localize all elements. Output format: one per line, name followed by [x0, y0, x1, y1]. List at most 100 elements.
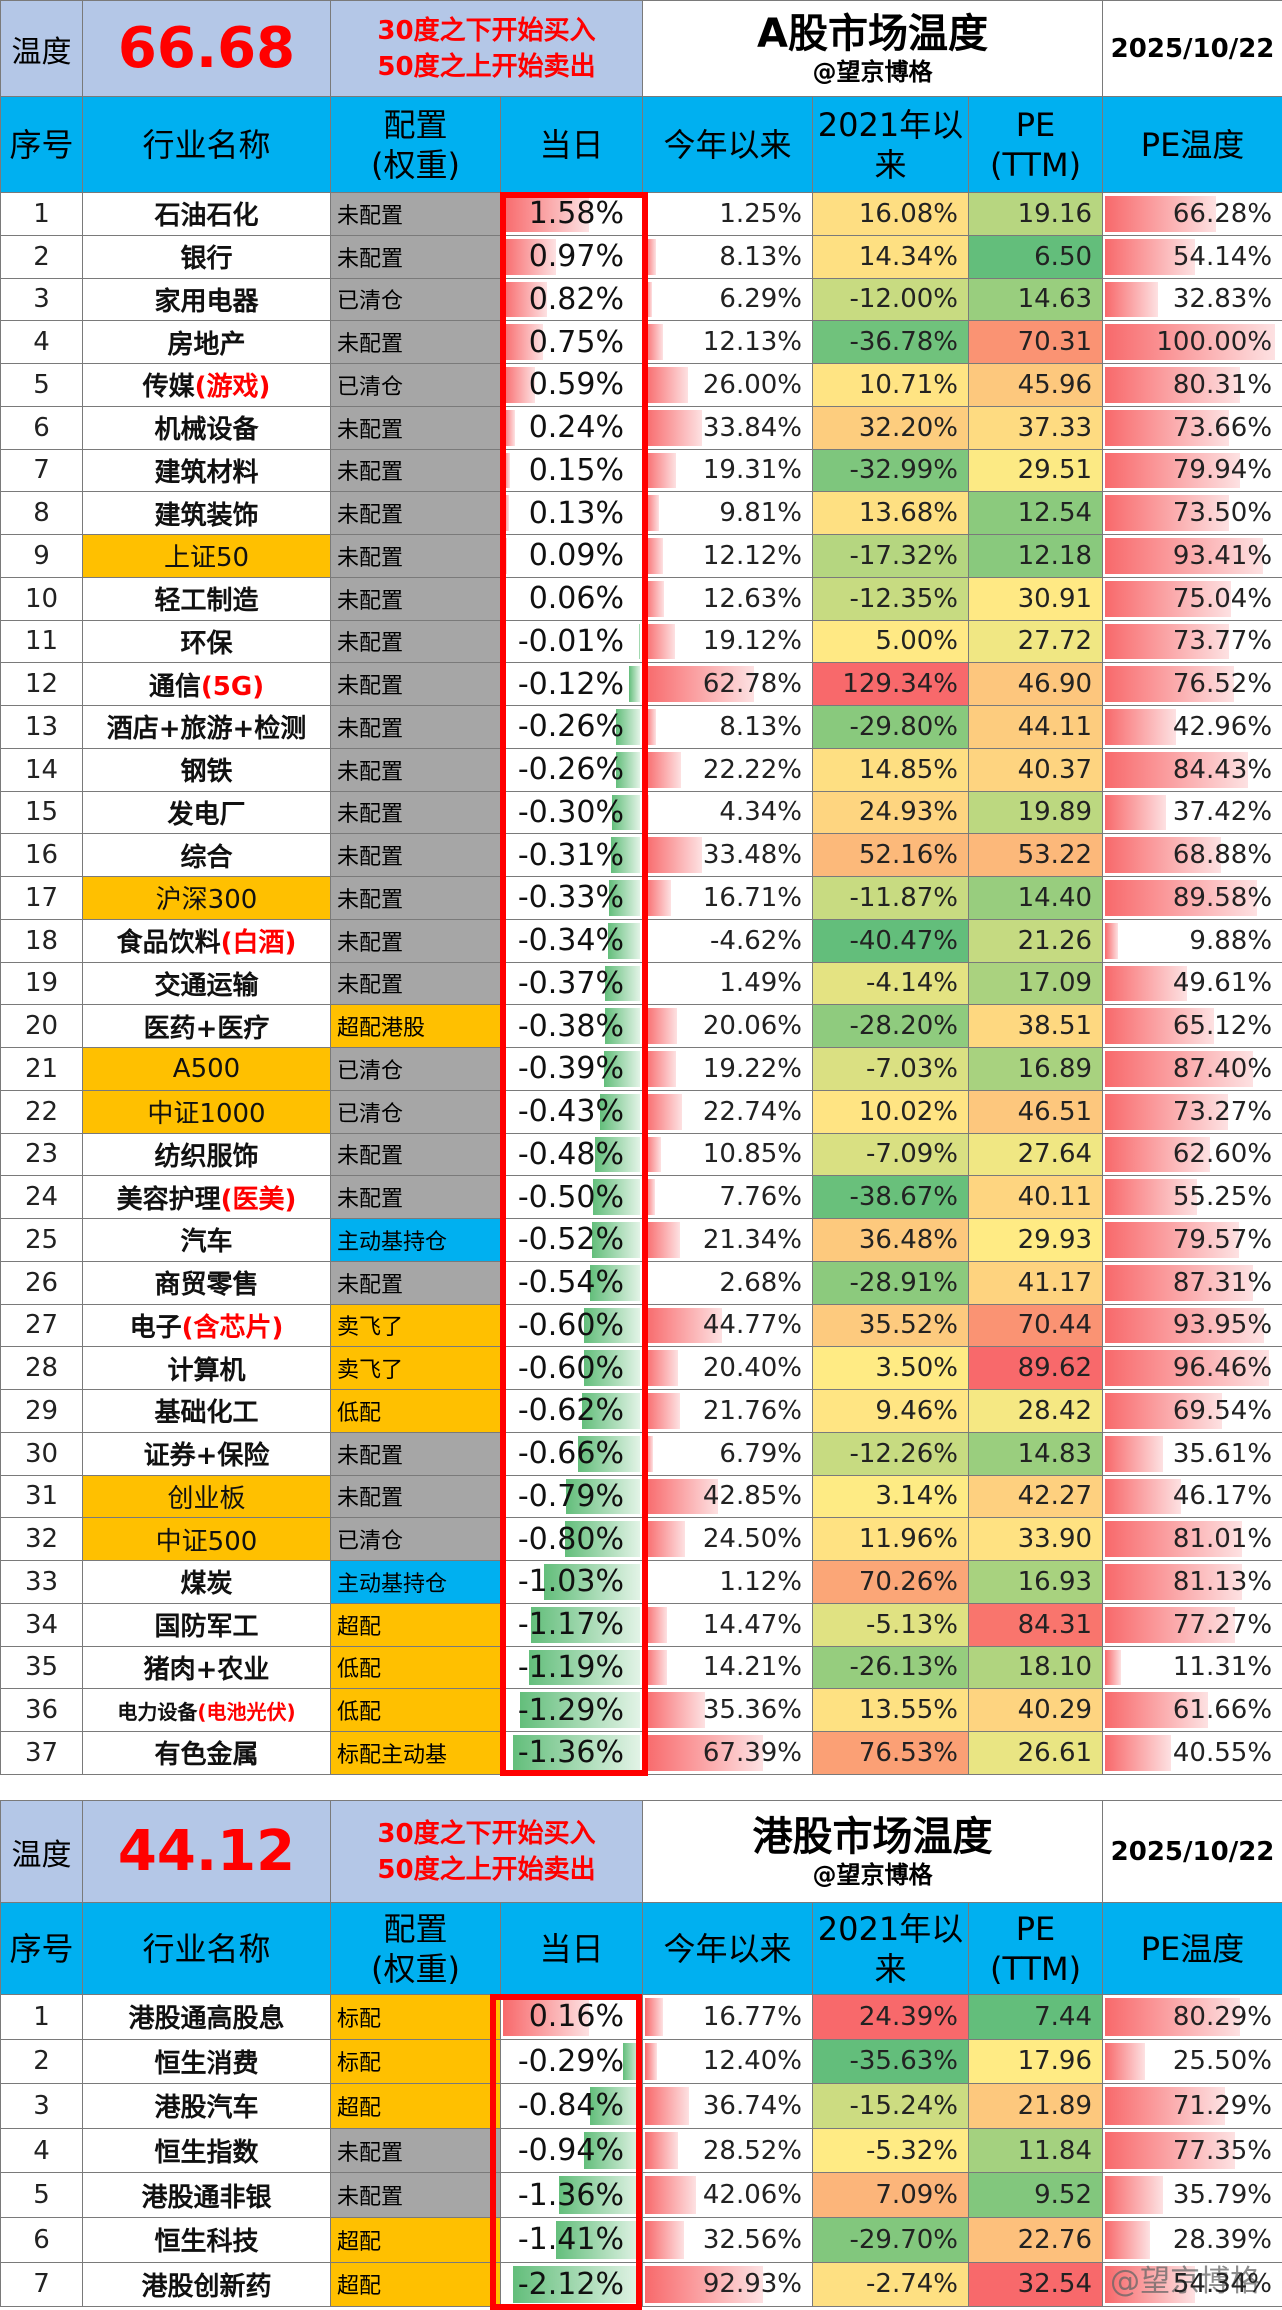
pe-temperature-value: 69.54% [1172, 1395, 1273, 1426]
daily-change: -0.39% [500, 1047, 643, 1091]
pe-ttm-value: 9.52 [1034, 2180, 1093, 2211]
pe-ttm-value: 33.90 [1017, 1524, 1093, 1555]
pe-ttm: 70.31 [967, 320, 1104, 364]
pe-ttm: 46.51 [967, 1089, 1104, 1134]
data-bar-positive [503, 281, 548, 318]
ytd-return: 19.22% [642, 1047, 813, 1091]
allocation-badge: 超配 [330, 2083, 501, 2129]
row-seq-text: 26 [24, 1267, 59, 1298]
daily-change-value: 0.09% [528, 538, 624, 574]
since-2021-value: -38.67% [849, 1182, 958, 1213]
col-since-2021: 2021年以 来 [812, 96, 969, 193]
allocation-badge: 卖飞了 [330, 1303, 501, 1348]
row-seq: 33 [0, 1560, 83, 1604]
pe-temperature: 84.43% [1102, 747, 1282, 792]
industry-name: 电力设备(电池光伏) [82, 1688, 331, 1732]
daily-change-value: -0.34% [517, 923, 624, 959]
since-2021-value: -11.87% [849, 882, 958, 913]
pe-temperature: 61.66% [1102, 1688, 1282, 1732]
market-temperature-value: 66.68 [82, 0, 331, 97]
daily-change: -0.26% [500, 747, 643, 792]
pe-ttm: 53.22 [967, 833, 1104, 877]
since-2021-value: 70.26% [858, 1566, 958, 1597]
industry-name: 医药+医疗 [82, 1004, 331, 1048]
ytd-return: 42.06% [642, 2172, 813, 2218]
pe-temperature-value: 76.52% [1172, 669, 1273, 700]
industry-name: 机械设备 [82, 405, 331, 450]
col-seq: 序号 [0, 96, 83, 193]
pe-ttm: 42.27 [967, 1474, 1104, 1519]
row-seq-text: 25 [24, 1224, 59, 1255]
industry-name-text: 证券+保险 [143, 1441, 270, 1472]
col-allocation: 配置 (权重) [330, 96, 501, 193]
data-bar-negative [639, 623, 640, 660]
pe-ttm-value: 89.62 [1017, 1353, 1093, 1384]
data-bar-positive [503, 452, 511, 489]
industry-name-text: 商贸零售 [154, 1270, 259, 1301]
industry-name-text: 有色金属 [154, 1740, 259, 1771]
allocation-badge: 主动基持仓 [330, 1560, 501, 1604]
industry-name: 上证50 [82, 534, 331, 578]
row-seq-text: 27 [24, 1310, 59, 1341]
since-2021-value: -12.35% [849, 583, 958, 614]
pe-ttm-value: 28.42 [1017, 1395, 1093, 1426]
pe-temperature: 55.25% [1102, 1175, 1282, 1219]
data-bar-positive [645, 709, 656, 745]
daily-change-value: -2.12% [517, 2266, 624, 2302]
data-bar-positive [1105, 452, 1240, 489]
pe-ttm-value: 44.11 [1017, 711, 1093, 742]
data-bar-negative [578, 1435, 640, 1472]
row-seq: 14 [0, 747, 83, 792]
allocation-text: 卖飞了 [337, 1358, 404, 1384]
industry-name: 恒生消费 [82, 2038, 331, 2085]
row-seq: 1 [0, 1994, 83, 2040]
industry-name-note: (白酒) [220, 928, 297, 959]
industry-name: 家用电器 [82, 277, 331, 322]
pe-ttm: 46.90 [967, 662, 1104, 706]
row-seq: 13 [0, 705, 83, 749]
since-2021-value: -7.09% [866, 1139, 958, 1170]
since-2021-return: 32.20% [812, 405, 969, 450]
row-seq-text: 15 [24, 797, 59, 828]
report-date: 2025/10/22 [1102, 1800, 1282, 1903]
allocation-text: 未配置 [337, 332, 404, 358]
pe-ttm-value: 12.54 [1017, 498, 1093, 529]
data-bar-positive [645, 751, 682, 788]
daily-change: -0.54% [500, 1260, 643, 1305]
table-row: 5 港股通非银 未配置 -1.36% 42.06% 7.09% 9.52 35.79% [0, 2172, 1282, 2218]
allocation-text: 未配置 [337, 460, 404, 486]
row-seq: 17 [0, 876, 83, 920]
col-daily: 当日 [500, 96, 643, 193]
row-seq: 36 [0, 1688, 83, 1732]
row-seq-text: 30 [24, 1438, 59, 1469]
daily-change-value: 0.97% [528, 239, 624, 275]
table-row: 16 综合 未配置 -0.31% 33.48% 52.16% 53.22 68.88% [0, 833, 1282, 877]
pe-temperature-value: 75.04% [1172, 583, 1273, 614]
data-bar-negative [608, 922, 640, 959]
daily-change: -0.43% [500, 1089, 643, 1134]
pe-ttm: 19.89 [967, 790, 1104, 835]
since-2021-return: -12.26% [812, 1431, 969, 1476]
pe-temperature: 76.52% [1102, 662, 1282, 706]
ytd-return: 14.47% [642, 1602, 813, 1647]
data-bar-positive [1105, 2220, 1151, 2259]
since-2021-return: -15.24% [812, 2083, 969, 2129]
ytd-return: 12.12% [642, 534, 813, 578]
data-bar-positive [645, 2220, 684, 2259]
data-bar-negative [529, 1649, 640, 1686]
industry-name-text: 食品饮料 [116, 928, 221, 959]
pe-ttm: 18.10 [967, 1645, 1104, 1690]
ytd-return-value: 9.81% [719, 498, 802, 529]
daily-change: -0.26% [500, 705, 643, 749]
industry-name: 创业板 [82, 1474, 331, 1519]
data-bar-negative [622, 2042, 640, 2081]
data-bar-positive [645, 452, 676, 489]
daily-change-value: 1.58% [528, 196, 624, 232]
since-2021-return: -4.14% [812, 961, 969, 1006]
data-bar-positive [503, 238, 556, 275]
pe-ttm-value: 40.37 [1017, 754, 1093, 785]
since-2021-return: 5.00% [812, 619, 969, 664]
daily-change: -0.31% [500, 833, 643, 877]
pe-ttm-value: 45.96 [1017, 369, 1093, 400]
pe-ttm-value: 53.22 [1017, 840, 1093, 871]
